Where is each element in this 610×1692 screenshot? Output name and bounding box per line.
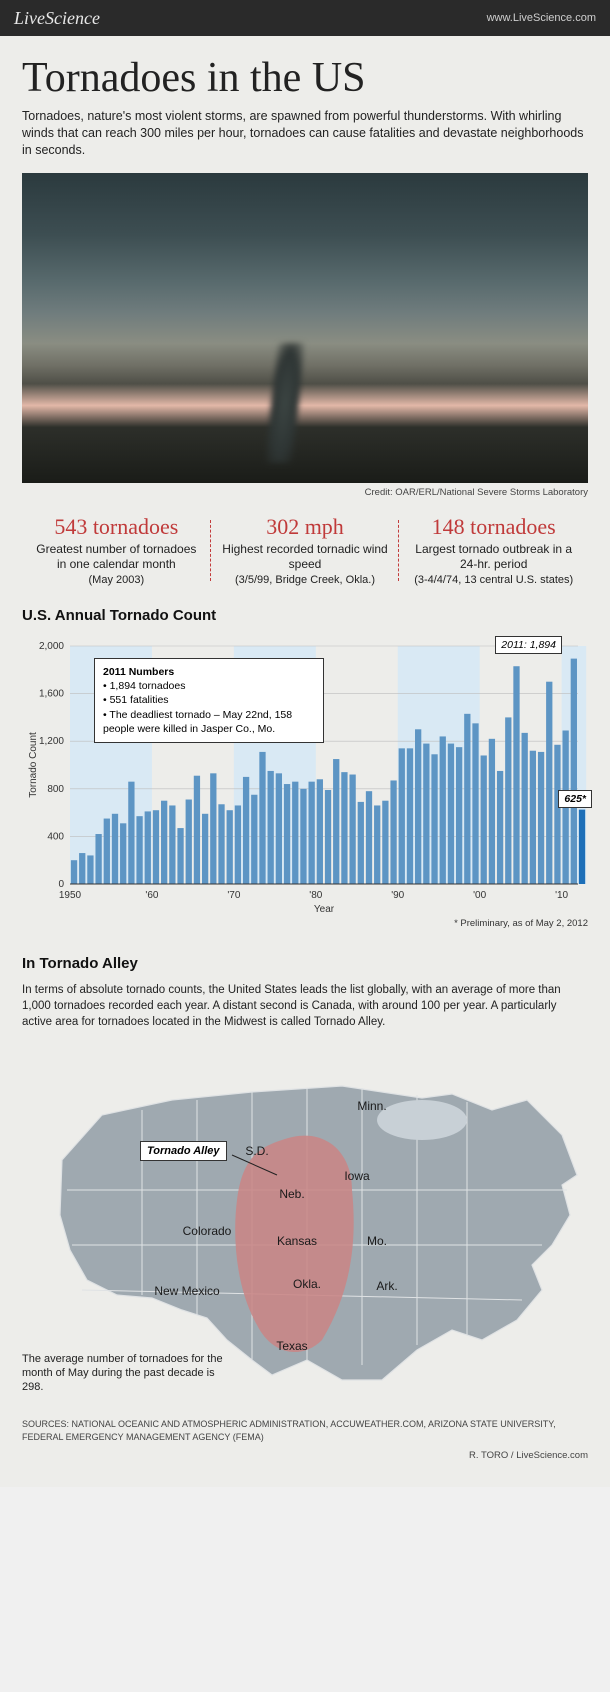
map-container: Minn. S.D. Iowa Neb. Colorado Kansas Mo. Okla. A…: [22, 1040, 588, 1400]
svg-text:New Mexico: New Mexico: [154, 1284, 220, 1298]
chart-footnote: * Preliminary, as of May 2, 2012: [22, 918, 588, 929]
svg-text:Minn.: Minn.: [357, 1099, 386, 1113]
site-url: www.LiveScience.com: [487, 12, 596, 24]
svg-text:'90: '90: [391, 890, 404, 901]
key-stats-row: 543 tornadoesGreatest number of tornadoe…: [22, 514, 588, 587]
hero-image: [22, 173, 588, 483]
stat-label: Highest recorded tornadic wind speed: [221, 542, 390, 573]
sources-text: SOURCES: NATIONAL OCEANIC AND ATMOSPHERI…: [22, 1418, 588, 1443]
stat-sub: (May 2003): [32, 573, 201, 587]
callout-bullets: • 1,894 tornadoes• 551 fatalities• The d…: [103, 679, 315, 736]
alley-title: In Tornado Alley: [22, 955, 588, 972]
svg-text:Ark.: Ark.: [376, 1279, 397, 1293]
svg-text:400: 400: [47, 832, 64, 843]
callout-bullet: • 551 fatalities: [103, 693, 315, 707]
svg-text:1950: 1950: [59, 890, 82, 901]
svg-text:Kansas: Kansas: [277, 1234, 317, 1248]
stat-value: 148 tornadoes: [409, 514, 578, 540]
callout-2011-numbers: 2011 Numbers • 1,894 tornadoes• 551 fata…: [94, 658, 324, 743]
callout-2011-peak: 2011: 1,894: [495, 636, 562, 654]
svg-text:1,600: 1,600: [39, 689, 64, 700]
us-map: Minn. S.D. Iowa Neb. Colorado Kansas Mo. Okla. A…: [22, 1040, 588, 1400]
stat-value: 543 tornadoes: [32, 514, 201, 540]
stat-block: 543 tornadoesGreatest number of tornadoe…: [22, 514, 211, 587]
svg-text:'10: '10: [555, 890, 568, 901]
infographic-page: LiveScience www.LiveScience.com Tornadoe…: [0, 0, 610, 1487]
svg-text:800: 800: [47, 784, 64, 795]
stat-sub: (3/5/99, Bridge Creek, Okla.): [221, 573, 390, 587]
svg-text:Okla.: Okla.: [293, 1277, 321, 1291]
stat-block: 302 mphHighest recorded tornadic wind sp…: [211, 514, 400, 587]
tornado-alley-label: Tornado Alley: [140, 1141, 227, 1161]
svg-text:Year: Year: [314, 904, 335, 914]
callout-bullet: • 1,894 tornadoes: [103, 679, 315, 693]
svg-text:Colorado: Colorado: [183, 1224, 232, 1238]
svg-text:'00: '00: [473, 890, 486, 901]
svg-text:Mo.: Mo.: [367, 1234, 387, 1248]
byline: R. TORO / LiveScience.com: [22, 1450, 588, 1475]
top-bar: LiveScience www.LiveScience.com: [0, 0, 610, 36]
alley-text: In terms of absolute tornado counts, the…: [22, 982, 588, 1030]
stat-value: 302 mph: [221, 514, 390, 540]
logo: LiveScience: [14, 8, 100, 29]
chart-title: U.S. Annual Tornado Count: [22, 607, 588, 624]
svg-text:Iowa: Iowa: [344, 1169, 370, 1183]
svg-text:1,200: 1,200: [39, 736, 64, 747]
svg-text:'80: '80: [309, 890, 322, 901]
stat-sub: (3-4/4/74, 13 central U.S. states): [409, 573, 578, 587]
content-area: Tornadoes in the US Tornadoes, nature's …: [0, 36, 610, 1487]
callout-625: 625*: [558, 790, 592, 808]
svg-text:Texas: Texas: [276, 1339, 307, 1353]
svg-text:'70: '70: [227, 890, 240, 901]
svg-text:Neb.: Neb.: [279, 1187, 304, 1201]
lede-paragraph: Tornadoes, nature's most violent storms,…: [22, 108, 588, 159]
stat-label: Greatest number of tornadoes in one cale…: [32, 542, 201, 573]
svg-text:Tornado Count: Tornado Count: [28, 732, 39, 798]
stat-label: Largest tornado outbreak in a 24-hr. per…: [409, 542, 578, 573]
callout-title: 2011 Numbers: [103, 665, 315, 679]
stat-block: 148 tornadoesLargest tornado outbreak in…: [399, 514, 588, 587]
svg-text:2,000: 2,000: [39, 641, 64, 652]
svg-text:S.D.: S.D.: [245, 1144, 268, 1158]
svg-text:0: 0: [58, 879, 64, 890]
svg-text:'60: '60: [145, 890, 158, 901]
page-title: Tornadoes in the US: [22, 54, 588, 102]
map-caption: The average number of tornadoes for the …: [22, 1352, 232, 1395]
callout-bullet: • The deadliest tornado – May 22nd, 158 …: [103, 708, 315, 736]
photo-credit: Credit: OAR/ERL/National Severe Storms L…: [22, 487, 588, 498]
chart-container: 0 400 800 1,200 1,600 2,000 1950 '60 '70 '80 '90 '0…: [22, 634, 588, 929]
